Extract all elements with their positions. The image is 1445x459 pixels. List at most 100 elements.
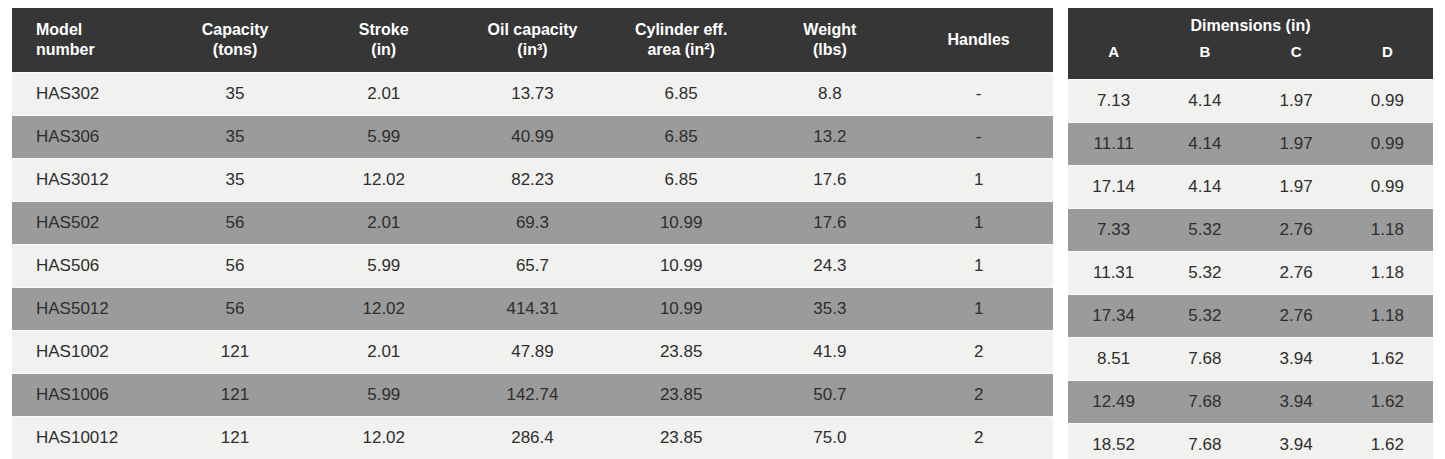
cell: 7.33 bbox=[1068, 209, 1159, 252]
cell: 10.99 bbox=[607, 288, 756, 331]
cell: HAS1006 bbox=[12, 374, 161, 417]
dimensions-title: Dimensions (in) bbox=[1068, 8, 1433, 37]
header-row: Model number Capacity (tons) Stroke (in)… bbox=[12, 8, 1053, 73]
column-header-stroke: Stroke (in) bbox=[309, 8, 458, 73]
cell: 121 bbox=[161, 374, 310, 417]
cell: 5.32 bbox=[1159, 209, 1250, 252]
cell: 17.34 bbox=[1068, 295, 1159, 338]
cell: 5.32 bbox=[1159, 295, 1250, 338]
cell: 13.73 bbox=[458, 73, 607, 116]
column-header-capacity: Capacity (tons) bbox=[161, 8, 310, 73]
cell: 8.8 bbox=[756, 73, 905, 116]
cell: 56 bbox=[161, 288, 310, 331]
cell: 35 bbox=[161, 73, 310, 116]
cell: 121 bbox=[161, 417, 310, 459]
cell: 0.99 bbox=[1342, 80, 1433, 123]
spec-table-header: Model number Capacity (tons) Stroke (in)… bbox=[12, 8, 1053, 73]
cell: 1.18 bbox=[1342, 209, 1433, 252]
spec-table-body: HAS302352.0113.736.858.8-HAS306355.9940.… bbox=[12, 73, 1053, 459]
column-header-weight: Weight (lbs) bbox=[756, 8, 905, 73]
cell: 56 bbox=[161, 202, 310, 245]
table-row: 17.144.141.970.99 bbox=[1068, 166, 1433, 209]
cell: 2.01 bbox=[309, 331, 458, 374]
cell: 17.6 bbox=[756, 202, 905, 245]
spec-sheet-page: Model number Capacity (tons) Stroke (in)… bbox=[0, 0, 1445, 459]
cell: 82.23 bbox=[458, 159, 607, 202]
table-row: HAS10061215.99142.7423.8550.72 bbox=[12, 374, 1053, 417]
dimensions-title-row: Dimensions (in) bbox=[1068, 8, 1433, 37]
cell: 5.99 bbox=[309, 116, 458, 159]
column-header-cylinder-eff-area: Cylinder eff. area (in²) bbox=[607, 8, 756, 73]
cell: 1.97 bbox=[1251, 123, 1342, 166]
cell: 0.99 bbox=[1342, 166, 1433, 209]
cell: 1 bbox=[904, 202, 1053, 245]
cell: 1.97 bbox=[1251, 166, 1342, 209]
cell: 142.74 bbox=[458, 374, 607, 417]
cell: 2 bbox=[904, 331, 1053, 374]
cell: 17.14 bbox=[1068, 166, 1159, 209]
cell: 6.85 bbox=[607, 73, 756, 116]
cell: 11.11 bbox=[1068, 123, 1159, 166]
cell: 2.76 bbox=[1251, 252, 1342, 295]
table-row: 7.134.141.970.99 bbox=[1068, 80, 1433, 123]
table-row: 7.335.322.761.18 bbox=[1068, 209, 1433, 252]
cell: 5.99 bbox=[309, 245, 458, 288]
cell: 4.14 bbox=[1159, 80, 1250, 123]
cell: 35 bbox=[161, 159, 310, 202]
cell: HAS306 bbox=[12, 116, 161, 159]
cell: 6.85 bbox=[607, 116, 756, 159]
column-header-dim-a: A bbox=[1068, 37, 1159, 80]
cell: 17.6 bbox=[756, 159, 905, 202]
cell: 1 bbox=[904, 288, 1053, 331]
cell: HAS5012 bbox=[12, 288, 161, 331]
cell: 18.52 bbox=[1068, 424, 1159, 459]
cell: 5.99 bbox=[309, 374, 458, 417]
cell: 56 bbox=[161, 245, 310, 288]
cell: 69.3 bbox=[458, 202, 607, 245]
cell: 7.68 bbox=[1159, 424, 1250, 459]
cell: HAS1002 bbox=[12, 331, 161, 374]
table-row: 8.517.683.941.62 bbox=[1068, 338, 1433, 381]
column-header-model-number: Model number bbox=[12, 8, 161, 73]
cell: HAS502 bbox=[12, 202, 161, 245]
cell: 24.3 bbox=[756, 245, 905, 288]
dimensions-table-header: Dimensions (in) A B C D bbox=[1068, 8, 1433, 80]
table-row: 12.497.683.941.62 bbox=[1068, 381, 1433, 424]
cell: 47.89 bbox=[458, 331, 607, 374]
cell: 3.94 bbox=[1251, 338, 1342, 381]
cell: 23.85 bbox=[607, 417, 756, 459]
table-row: 18.527.683.941.62 bbox=[1068, 424, 1433, 459]
cell: 1.62 bbox=[1342, 338, 1433, 381]
cell: 10.99 bbox=[607, 245, 756, 288]
cell: 10.99 bbox=[607, 202, 756, 245]
cell: 0.99 bbox=[1342, 123, 1433, 166]
cell: 2.76 bbox=[1251, 295, 1342, 338]
cell: 11.31 bbox=[1068, 252, 1159, 295]
cell: 12.49 bbox=[1068, 381, 1159, 424]
cell: 12.02 bbox=[309, 159, 458, 202]
column-header-dim-c: C bbox=[1251, 37, 1342, 80]
table-row: HAS506565.9965.710.9924.31 bbox=[12, 245, 1053, 288]
cell: 1.18 bbox=[1342, 295, 1433, 338]
table-row: HAS306355.9940.996.8513.2- bbox=[12, 116, 1053, 159]
cell: 23.85 bbox=[607, 331, 756, 374]
table-row: HAS1001212112.02286.423.8575.02 bbox=[12, 417, 1053, 459]
cell: - bbox=[904, 116, 1053, 159]
cell: HAS10012 bbox=[12, 417, 161, 459]
column-header-dim-d: D bbox=[1342, 37, 1433, 80]
cell: 35 bbox=[161, 116, 310, 159]
cell: 7.68 bbox=[1159, 338, 1250, 381]
cell: 12.02 bbox=[309, 417, 458, 459]
cell: 4.14 bbox=[1159, 123, 1250, 166]
cell: 8.51 bbox=[1068, 338, 1159, 381]
column-header-dim-b: B bbox=[1159, 37, 1250, 80]
cell: 50.7 bbox=[756, 374, 905, 417]
cell: 65.7 bbox=[458, 245, 607, 288]
table-row: HAS302352.0113.736.858.8- bbox=[12, 73, 1053, 116]
cell: 2.01 bbox=[309, 73, 458, 116]
cell: - bbox=[904, 73, 1053, 116]
cell: 121 bbox=[161, 331, 310, 374]
dimensions-letter-row: A B C D bbox=[1068, 37, 1433, 80]
column-header-handles: Handles bbox=[904, 8, 1053, 73]
cell: 1 bbox=[904, 245, 1053, 288]
